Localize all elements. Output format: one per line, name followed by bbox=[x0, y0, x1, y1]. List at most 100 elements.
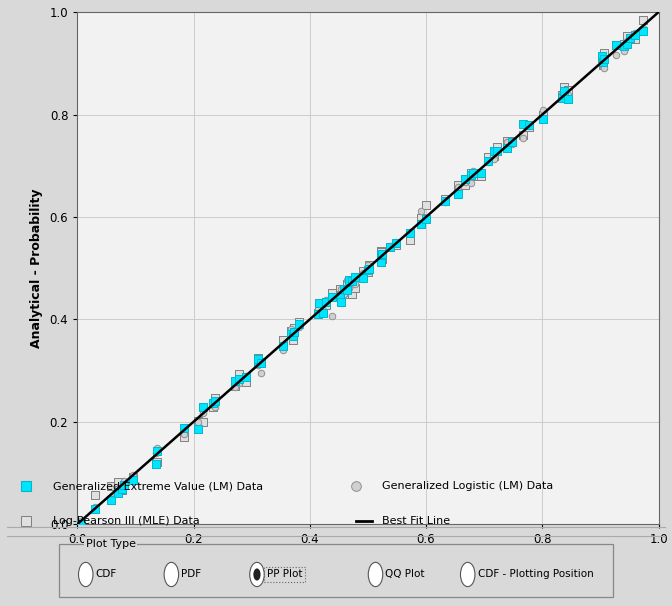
Point bbox=[507, 136, 517, 145]
Point bbox=[347, 276, 358, 285]
Point bbox=[193, 416, 204, 426]
Point bbox=[128, 476, 138, 485]
Point bbox=[563, 90, 574, 100]
Point bbox=[234, 375, 245, 384]
Point bbox=[119, 476, 130, 486]
Point bbox=[253, 353, 263, 362]
Point bbox=[349, 279, 360, 289]
Point bbox=[179, 429, 190, 439]
Point bbox=[559, 82, 570, 92]
Point bbox=[440, 198, 451, 207]
Point bbox=[335, 284, 346, 294]
Point bbox=[341, 275, 352, 285]
Point bbox=[363, 264, 374, 274]
Point bbox=[119, 480, 130, 490]
Point bbox=[128, 472, 138, 482]
Point bbox=[489, 147, 499, 156]
Point bbox=[523, 122, 534, 132]
Point bbox=[327, 292, 338, 302]
Point bbox=[314, 304, 325, 313]
Y-axis label: Analytical - Probability: Analytical - Probability bbox=[30, 188, 43, 348]
Point bbox=[312, 310, 323, 319]
Point bbox=[363, 261, 374, 270]
Point bbox=[557, 89, 568, 99]
Point bbox=[475, 168, 486, 178]
Point bbox=[460, 175, 470, 184]
Point bbox=[151, 443, 162, 453]
Point bbox=[625, 34, 636, 44]
Point bbox=[538, 114, 548, 124]
Point bbox=[502, 143, 513, 153]
Point bbox=[538, 110, 548, 119]
Point bbox=[489, 151, 499, 161]
Point bbox=[193, 417, 204, 427]
Point bbox=[335, 297, 346, 307]
Point bbox=[76, 518, 87, 527]
Point bbox=[416, 207, 427, 216]
Point bbox=[253, 355, 263, 364]
Point bbox=[318, 305, 329, 315]
Point bbox=[289, 328, 300, 338]
Point bbox=[151, 459, 161, 469]
Point bbox=[321, 295, 331, 304]
Point bbox=[106, 492, 116, 502]
Point bbox=[362, 267, 373, 276]
Point bbox=[151, 457, 161, 467]
FancyBboxPatch shape bbox=[59, 544, 613, 597]
Point bbox=[376, 250, 387, 260]
Point bbox=[597, 51, 607, 61]
Point bbox=[517, 119, 528, 129]
Point bbox=[611, 41, 622, 50]
Point bbox=[483, 157, 494, 167]
Point bbox=[198, 418, 208, 427]
Point bbox=[483, 152, 494, 161]
Point bbox=[347, 275, 358, 284]
Point bbox=[241, 377, 251, 387]
Point bbox=[517, 133, 528, 142]
Point bbox=[563, 94, 574, 104]
Point bbox=[113, 488, 124, 498]
Point bbox=[151, 457, 162, 467]
Point bbox=[314, 308, 325, 318]
Point bbox=[559, 94, 570, 104]
Point bbox=[405, 227, 415, 237]
Point bbox=[208, 399, 218, 408]
Point bbox=[507, 139, 517, 149]
Point bbox=[179, 432, 190, 442]
Point bbox=[106, 482, 116, 491]
Point bbox=[376, 246, 386, 256]
Point bbox=[241, 372, 251, 382]
Text: Plot Type: Plot Type bbox=[86, 539, 136, 548]
Point bbox=[475, 171, 486, 181]
Point bbox=[483, 156, 494, 166]
Point bbox=[466, 170, 476, 180]
Text: PDF: PDF bbox=[181, 570, 202, 579]
Point bbox=[475, 168, 486, 178]
Point bbox=[312, 304, 323, 314]
Point bbox=[286, 324, 296, 333]
Point bbox=[289, 323, 300, 333]
Point bbox=[198, 402, 208, 412]
Point bbox=[405, 235, 415, 245]
Point bbox=[335, 290, 346, 300]
Point bbox=[523, 121, 534, 131]
Point bbox=[491, 142, 502, 152]
Point bbox=[501, 136, 512, 146]
Point bbox=[563, 85, 574, 95]
Point bbox=[376, 249, 387, 259]
Point bbox=[253, 358, 263, 367]
Text: QQ Plot: QQ Plot bbox=[386, 570, 425, 579]
Point bbox=[76, 516, 87, 526]
Point bbox=[622, 32, 632, 41]
Point bbox=[466, 178, 476, 188]
Point bbox=[502, 138, 513, 147]
Point bbox=[119, 480, 130, 490]
Point bbox=[460, 177, 470, 187]
Point bbox=[113, 478, 124, 487]
Point bbox=[278, 345, 289, 355]
Point bbox=[638, 23, 648, 33]
Point bbox=[630, 30, 641, 40]
Ellipse shape bbox=[460, 562, 475, 587]
Point bbox=[128, 470, 138, 479]
Point bbox=[210, 402, 221, 411]
